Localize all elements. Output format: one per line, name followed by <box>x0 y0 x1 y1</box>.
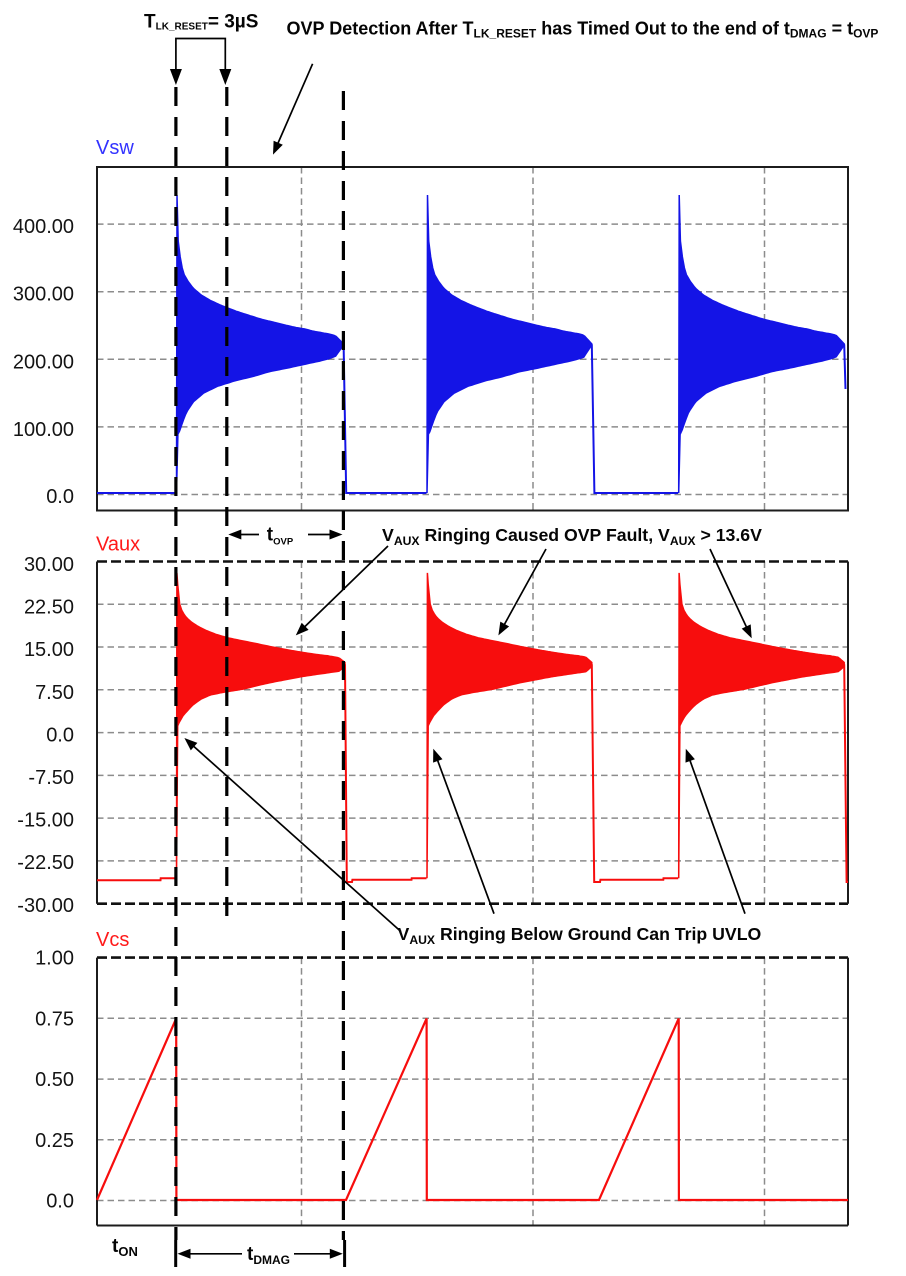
svg-text:Vaux: Vaux <box>96 534 140 556</box>
svg-text:100.00: 100.00 <box>13 419 74 441</box>
svg-text:7.50: 7.50 <box>35 682 74 704</box>
svg-text:200.00: 200.00 <box>13 351 74 373</box>
svg-text:0.0: 0.0 <box>46 1191 74 1213</box>
svg-text:-22.50: -22.50 <box>17 852 74 874</box>
svg-text:TLK_RESET= 3µS: TLK_RESET= 3µS <box>144 12 258 33</box>
svg-text:0.75: 0.75 <box>35 1008 74 1030</box>
svg-text:400.00: 400.00 <box>13 216 74 238</box>
svg-text:tDMAG: tDMAG <box>247 1244 290 1267</box>
svg-text:tON: tON <box>112 1236 138 1259</box>
svg-text:0.50: 0.50 <box>35 1069 74 1091</box>
svg-text:-15.00: -15.00 <box>17 810 74 832</box>
svg-text:VAUX Ringing Caused OVP Fault,: VAUX Ringing Caused OVP Fault, VAUX > 13… <box>382 525 762 548</box>
svg-text:-7.50: -7.50 <box>28 767 74 789</box>
svg-text:15.00: 15.00 <box>24 639 74 661</box>
svg-text:Vsw: Vsw <box>96 137 134 159</box>
svg-text:30.00: 30.00 <box>24 554 74 576</box>
svg-text:0.0: 0.0 <box>46 486 74 508</box>
svg-text:300.00: 300.00 <box>13 284 74 306</box>
svg-text:0.25: 0.25 <box>35 1130 74 1152</box>
svg-text:VAUX Ringing Below Ground Can: VAUX Ringing Below Ground Can Trip UVLO <box>398 924 762 947</box>
svg-text:-30.00: -30.00 <box>17 895 74 917</box>
svg-text:tOVP: tOVP <box>267 525 294 548</box>
svg-text:1.00: 1.00 <box>35 948 74 970</box>
svg-text:OVP Detection After TLK_RESET: OVP Detection After TLK_RESET has Timed … <box>287 19 879 41</box>
svg-text:22.50: 22.50 <box>24 597 74 619</box>
svg-text:0.0: 0.0 <box>46 724 74 746</box>
svg-text:Vcs: Vcs <box>96 929 129 951</box>
